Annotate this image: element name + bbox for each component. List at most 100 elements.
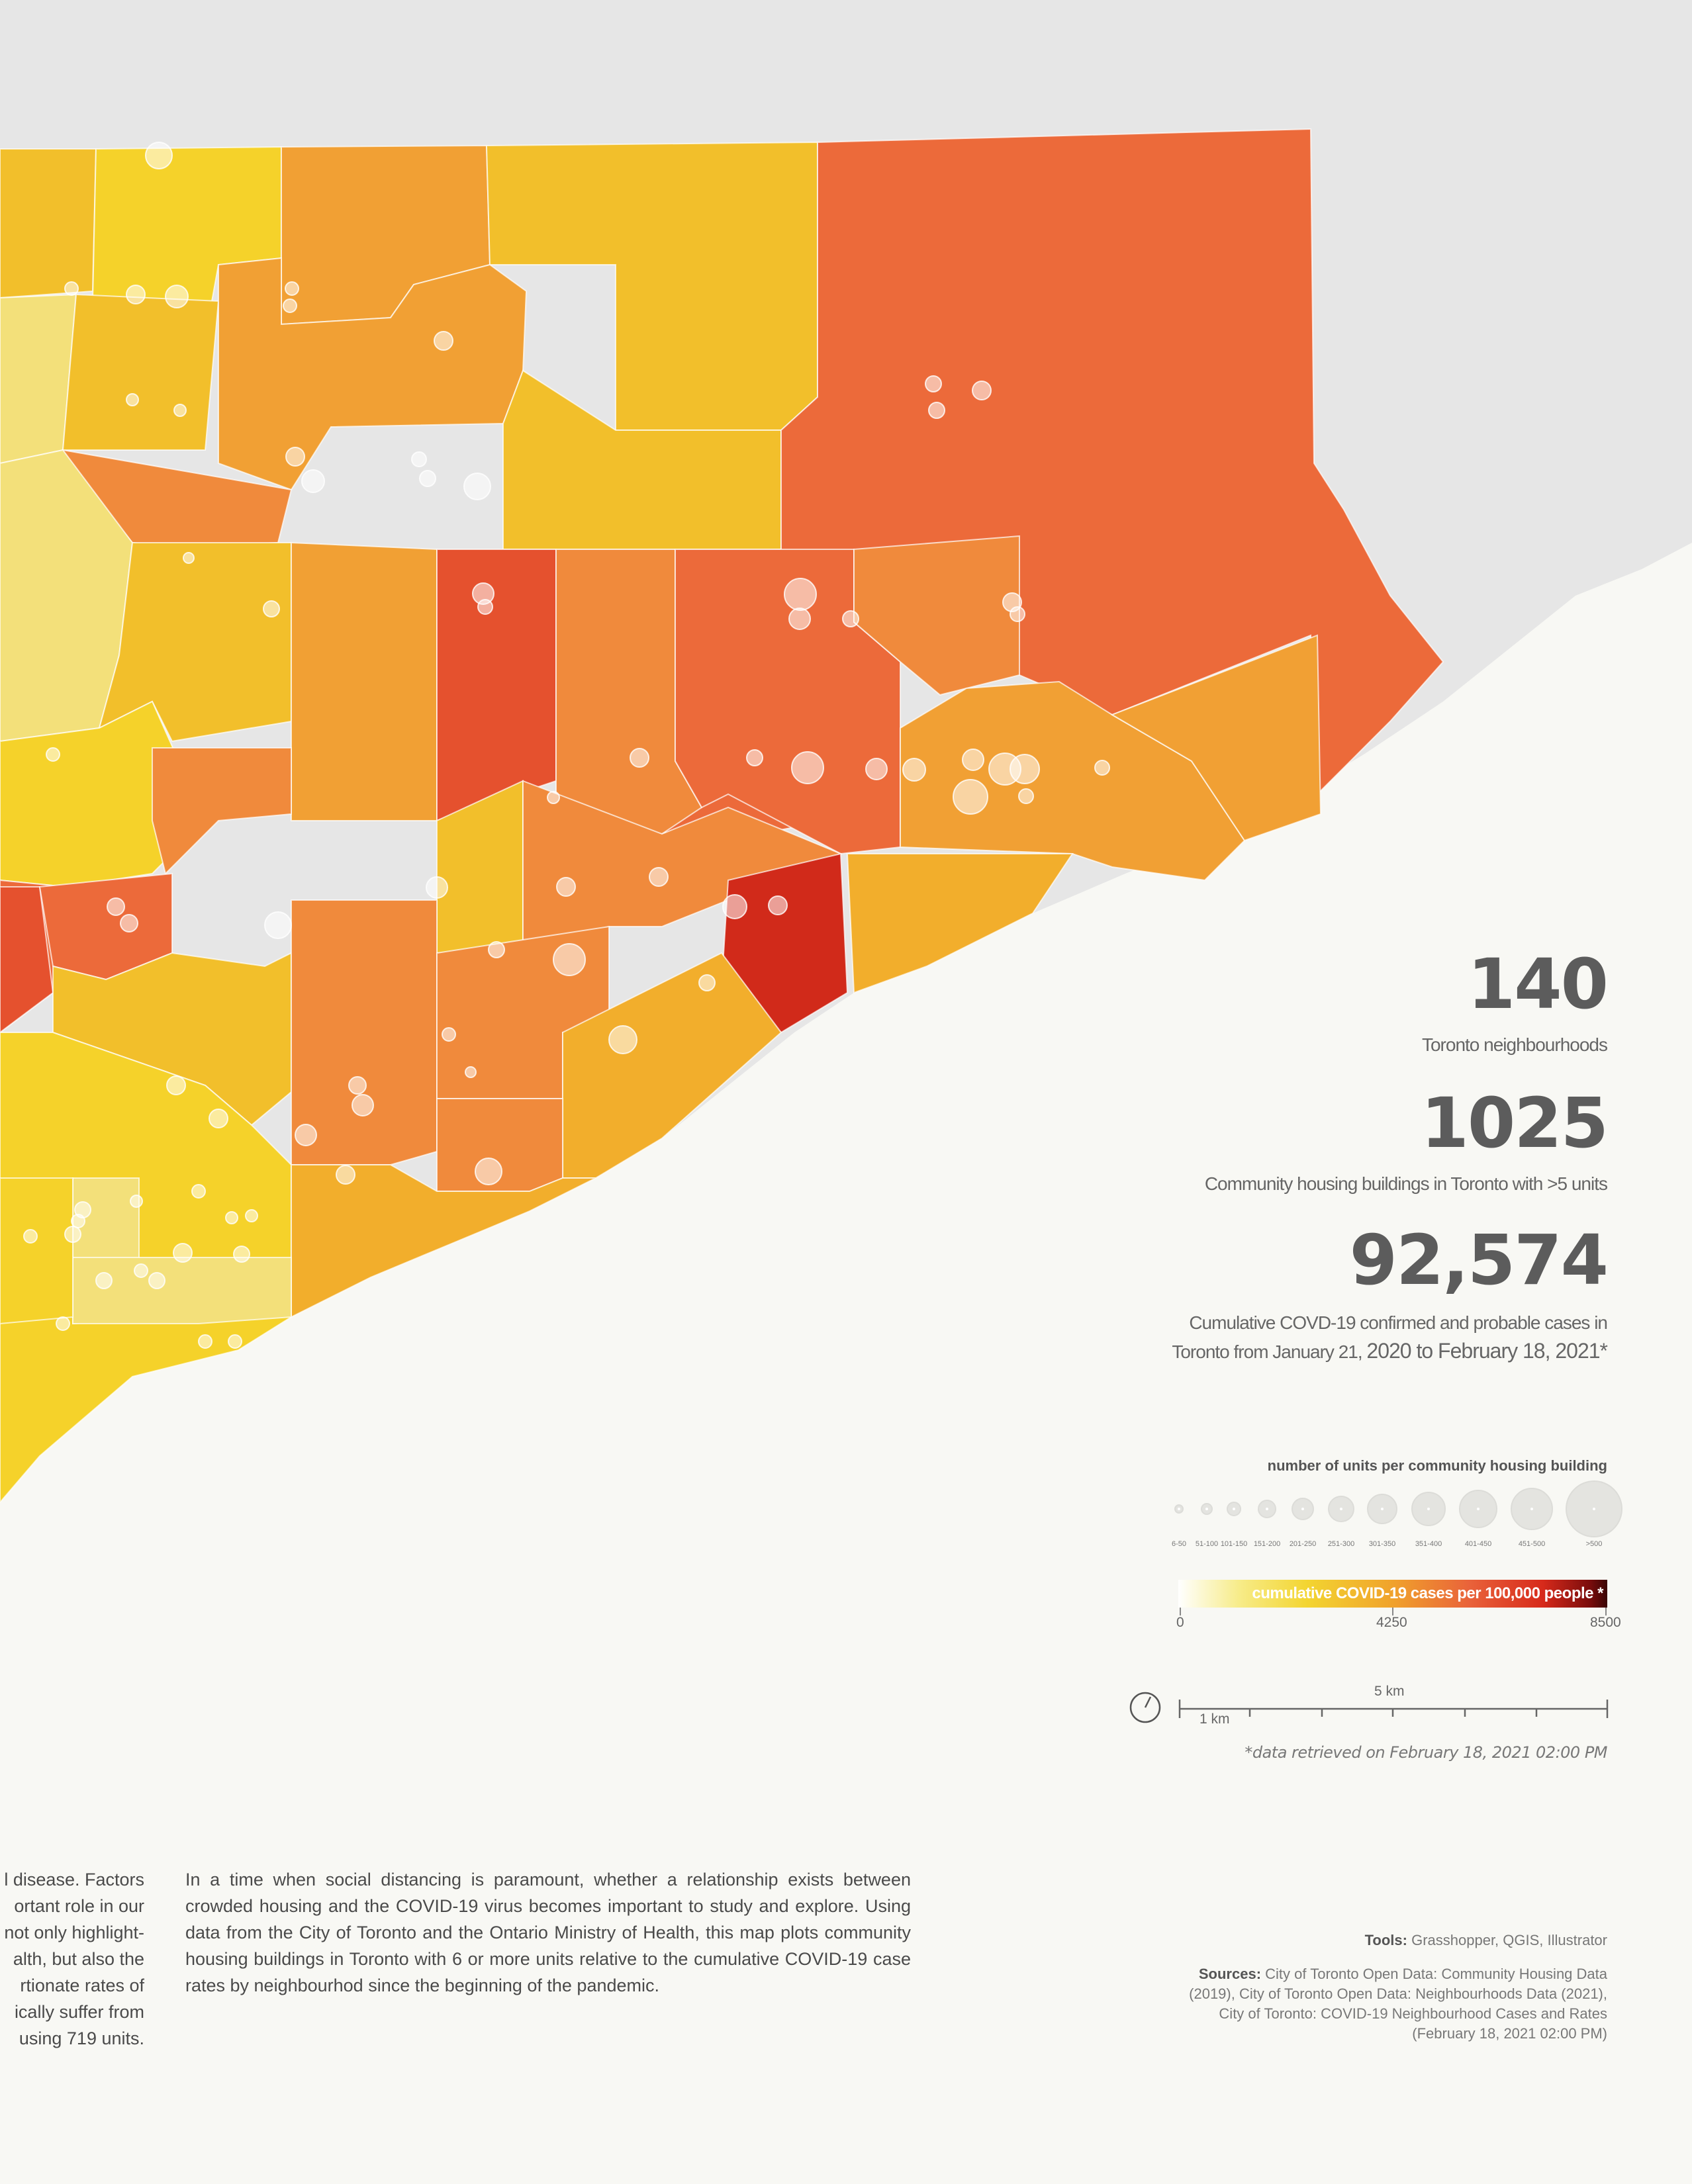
neighbourhood: [0, 1177, 73, 1325]
housing-building-marker: [962, 749, 984, 771]
housing-building-marker: [166, 1075, 186, 1095]
lake-ontario: [0, 543, 1692, 1542]
sources-label: Sources:: [1198, 1966, 1262, 1982]
neighbourhood-choropleth-map: [0, 0, 1692, 1542]
sources-line4: (February 18, 2021 02:00 PM): [1412, 2025, 1607, 2042]
housing-building-marker: [463, 473, 491, 500]
housing-building-marker: [233, 1246, 250, 1263]
housing-building-marker: [173, 1243, 193, 1263]
housing-building-marker: [477, 599, 493, 615]
housing-building-marker: [768, 895, 788, 915]
housing-building-marker: [465, 1066, 477, 1078]
housing-building-marker: [285, 281, 299, 296]
covid-cases-label-dates: 2020 to February 18, 2021*: [1366, 1339, 1608, 1363]
colorbar-min: 0: [1176, 1615, 1184, 1630]
housing-building-marker: [191, 1184, 206, 1199]
units-legend-label: 251-300: [1328, 1540, 1354, 1548]
colorbar-label: cumulative COVID-19 cases per 100,000 pe…: [1252, 1584, 1603, 1602]
housing-buildings-count-label: Community housing buildings in Toronto w…: [1204, 1173, 1608, 1194]
housing-buildings-count: 1025: [1421, 1083, 1609, 1163]
sources-line3: City of Toronto: COVID-19 Neighbourhood …: [1219, 2005, 1607, 2022]
covid-cases-count: 92,574: [1349, 1220, 1609, 1300]
housing-building-marker: [263, 600, 280, 617]
tools-credit: Tools: Grasshopper, QGIS, Illustrator: [1365, 1931, 1607, 1950]
units-legend-title: number of units per community housing bu…: [1267, 1457, 1607, 1474]
housing-building-marker: [225, 1211, 238, 1224]
housing-building-marker: [1010, 754, 1040, 784]
neighbourhood: [291, 1164, 596, 1318]
housing-building-marker: [1094, 760, 1110, 776]
units-legend-label: >500: [1586, 1540, 1603, 1548]
housing-building-marker: [925, 375, 942, 392]
housing-building-marker: [865, 758, 888, 780]
housing-building-marker: [442, 1027, 456, 1042]
scale-minor-label: 1 km: [1199, 1711, 1230, 1727]
housing-building-marker: [126, 393, 139, 406]
units-legend-label: 101-150: [1221, 1540, 1247, 1548]
intro-text-left-line: using 719 units.: [19, 2028, 144, 2048]
housing-building-marker: [64, 281, 79, 296]
housing-building-marker: [198, 1334, 212, 1349]
housing-building-marker: [126, 285, 146, 304]
housing-building-marker: [556, 877, 576, 897]
sources-credit: Sources: City of Toronto Open Data: Comm…: [1189, 1964, 1607, 2044]
housing-building-marker: [902, 758, 926, 782]
housing-building-marker: [434, 331, 453, 351]
intro-text-left-line: not only highlight-: [4, 1923, 144, 1942]
tools-label: Tools:: [1364, 1932, 1407, 1948]
units-legend-label: 401-450: [1465, 1540, 1491, 1548]
housing-building-marker: [842, 610, 859, 627]
intro-text-left: l disease. Factors ortant role in our not …: [0, 1866, 144, 2052]
units-legend-dot: [1530, 1508, 1533, 1510]
housing-building-marker: [649, 867, 669, 887]
intro-text-left-line: ically suffer from: [14, 2002, 144, 2022]
housing-building-marker: [46, 747, 60, 762]
sources-line1-row: Sources: City of Toronto Open Data: Comm…: [1189, 1964, 1607, 1984]
housing-building-marker: [95, 1272, 113, 1289]
units-legend-label: 451-500: [1519, 1540, 1545, 1548]
scale-bar: 5 km 1 km: [1125, 1684, 1615, 1744]
units-legend-label: 301-350: [1369, 1540, 1395, 1548]
units-legend-dot: [1381, 1508, 1384, 1510]
housing-building-marker: [107, 897, 125, 916]
colorbar-ticks: [1180, 1608, 1607, 1615]
housing-buildings: [23, 142, 1110, 1349]
colorbar-max: 8500: [1590, 1615, 1621, 1630]
housing-building-marker: [698, 974, 716, 991]
housing-building-marker: [285, 447, 305, 467]
housing-building-marker: [791, 751, 824, 784]
housing-building-marker: [173, 404, 187, 417]
intro-text-left-line: rtionate rates of: [20, 1976, 144, 1995]
housing-building-marker: [419, 470, 436, 487]
covid-cases-label-start: Toronto from January 21,: [1172, 1342, 1367, 1362]
housing-building-marker: [953, 779, 988, 815]
housing-building-marker: [630, 748, 649, 768]
housing-building-marker: [352, 1094, 374, 1116]
housing-building-marker: [488, 941, 505, 958]
intro-text-left-line: l disease. Factors: [4, 1870, 144, 1889]
scale-major-label: 5 km: [1374, 1684, 1405, 1699]
housing-building-marker: [784, 578, 817, 611]
units-legend-label: 351-400: [1415, 1540, 1442, 1548]
units-legend: 6-50 51-100 101-150 151-200 201-250 251-300 30…: [1172, 1480, 1622, 1548]
neighbourhoods-count-label: Toronto neighbourhoods: [1421, 1034, 1608, 1055]
housing-building-marker: [183, 552, 195, 564]
housing-building-marker: [295, 1124, 317, 1146]
housing-building-marker: [71, 1214, 85, 1228]
units-legend-label: 6-50: [1172, 1540, 1186, 1548]
intro-text-right: In a time when social distancing is para…: [185, 1870, 911, 1995]
housing-building-marker: [553, 943, 586, 976]
housing-building-marker: [148, 1272, 165, 1289]
housing-building-marker: [475, 1158, 502, 1185]
neighbourhood: [436, 549, 557, 822]
units-legend-dot: [1178, 1508, 1180, 1510]
neighbourhoods: [0, 128, 1444, 1504]
housing-building-marker: [1010, 606, 1025, 622]
neighbourhood: [0, 148, 97, 299]
units-legend-label: 151-200: [1254, 1540, 1280, 1548]
housing-building-marker: [228, 1334, 242, 1349]
north-compass-icon: [1129, 1692, 1161, 1723]
units-legend-dot: [1477, 1508, 1480, 1510]
intro-text-left-line: ortant role in our: [14, 1896, 144, 1916]
neighbourhoods-count: 140: [1467, 944, 1609, 1024]
